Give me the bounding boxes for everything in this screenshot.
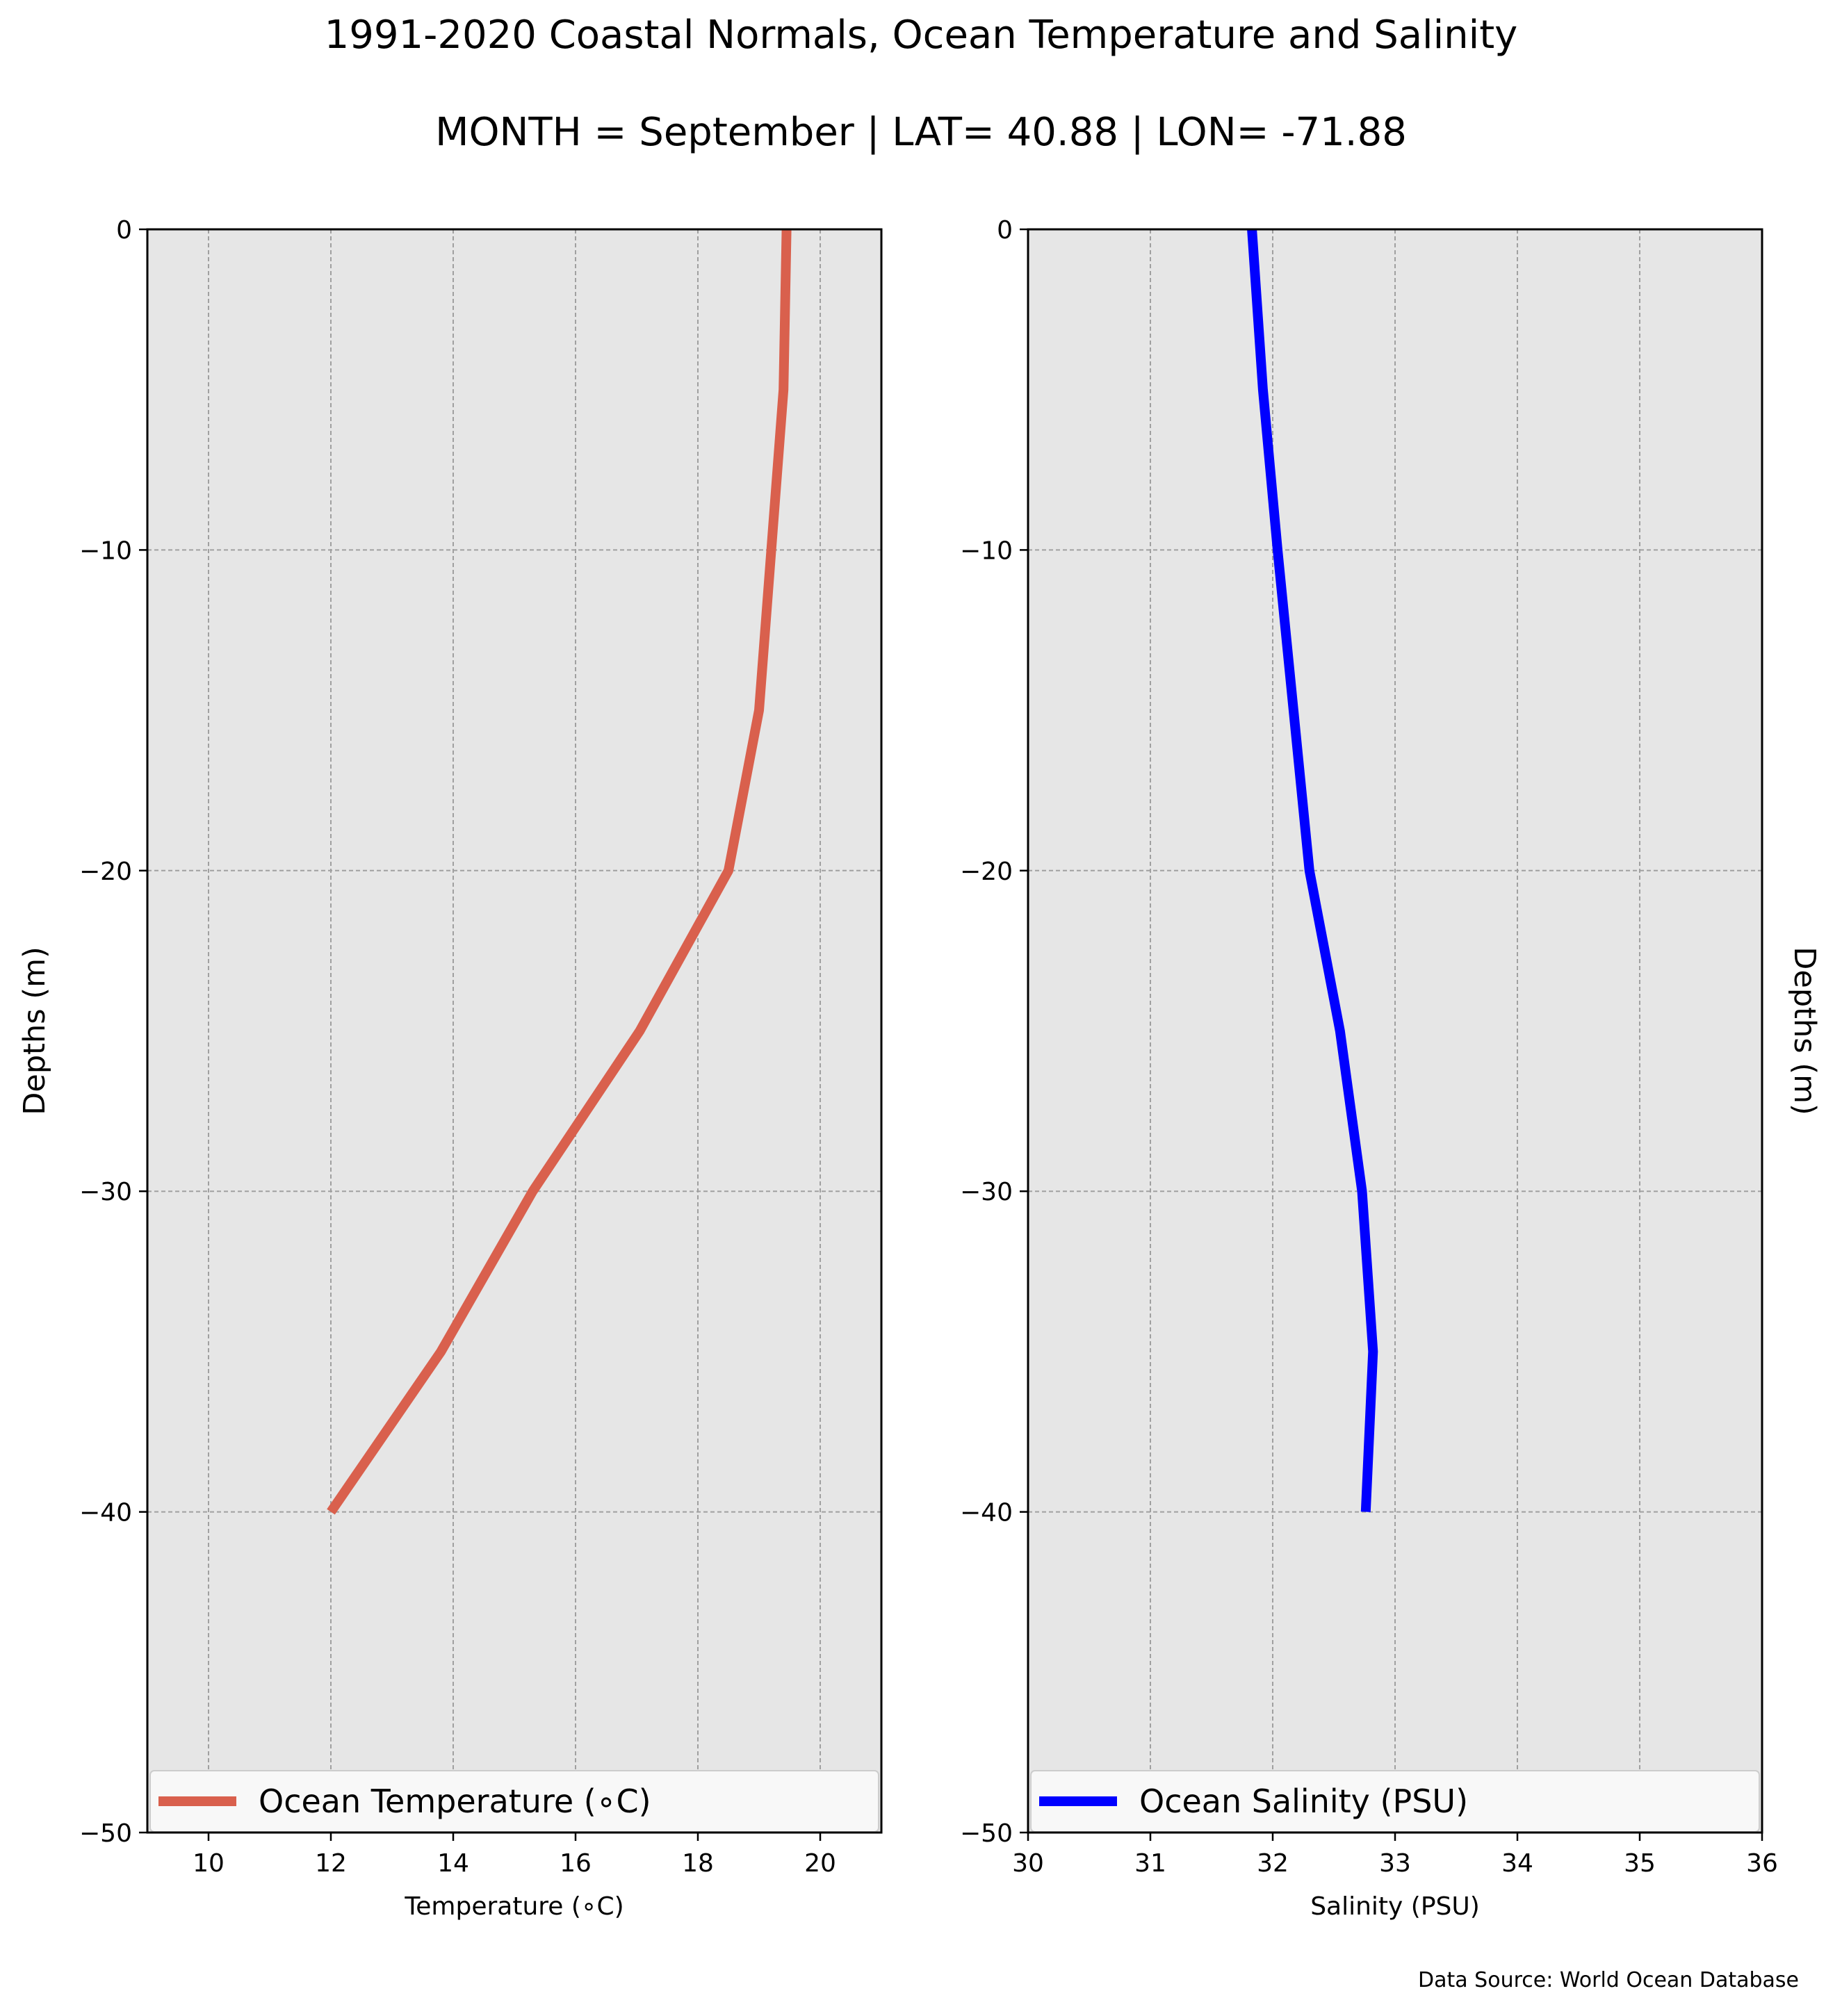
series-line-salinity <box>1247 229 1378 1512</box>
x-tick-label: 16 <box>560 1849 592 1878</box>
y-tick-label: −40 <box>79 1499 132 1527</box>
y-tick-label: −20 <box>960 858 1013 886</box>
y-tick-label: 0 <box>116 216 132 245</box>
x-tick-label: 18 <box>682 1849 714 1878</box>
y-tick-label: −40 <box>960 1499 1013 1527</box>
plot-background <box>147 229 881 1833</box>
plot-frame <box>146 228 883 1834</box>
x-axis-title: Salinity (PSU) <box>1310 1892 1480 1921</box>
x-tick-label: 30 <box>1012 1849 1044 1878</box>
series-line-temperature <box>327 229 792 1515</box>
x-tick-label: 12 <box>315 1849 347 1878</box>
x-tick-label: 10 <box>193 1849 225 1878</box>
y-axis-title: Depths (m) <box>17 946 52 1115</box>
y-tick-label: −10 <box>960 536 1013 565</box>
y-tick-label: −30 <box>79 1178 132 1206</box>
x-tick-label: 32 <box>1257 1849 1289 1878</box>
x-tick-label: 33 <box>1379 1849 1411 1878</box>
chart-title: 1991-2020 Coastal Normals, Ocean Tempera… <box>324 13 1518 58</box>
x-tick-label: 31 <box>1134 1849 1166 1878</box>
y-tick-label: −30 <box>960 1178 1013 1206</box>
legend-label: Ocean Temperature (∘C) <box>259 1783 651 1820</box>
y-axis-title: Depths (m) <box>1787 946 1822 1115</box>
panel-salinity: Ocean Salinity (PSU) 30 31 32 33 34 35 36 0 −10 −2… <box>960 216 1822 1921</box>
x-tick-label: 14 <box>437 1849 469 1878</box>
panel-temperature: Ocean Temperature (∘C) 10 12 14 16 18 20 0 −10 −2… <box>17 216 883 1921</box>
y-tick-label: −50 <box>79 1819 132 1848</box>
x-tick-label: 34 <box>1501 1849 1533 1878</box>
x-tick-label: 35 <box>1624 1849 1656 1878</box>
data-source-note: Data Source: World Ocean Database <box>1418 1968 1799 1992</box>
y-tick-label: −50 <box>960 1819 1013 1848</box>
x-tick-label: 36 <box>1746 1849 1778 1878</box>
y-tick-label: 0 <box>997 216 1013 245</box>
x-tick-label: 20 <box>804 1849 836 1878</box>
y-tick-label: −10 <box>79 536 132 565</box>
chart-subtitle: MONTH = September | LAT= 40.88 | LON= -7… <box>435 110 1407 155</box>
x-axis-title: Temperature (∘C) <box>404 1892 623 1921</box>
legend-label: Ocean Salinity (PSU) <box>1139 1783 1468 1820</box>
y-tick-label: −20 <box>79 858 132 886</box>
